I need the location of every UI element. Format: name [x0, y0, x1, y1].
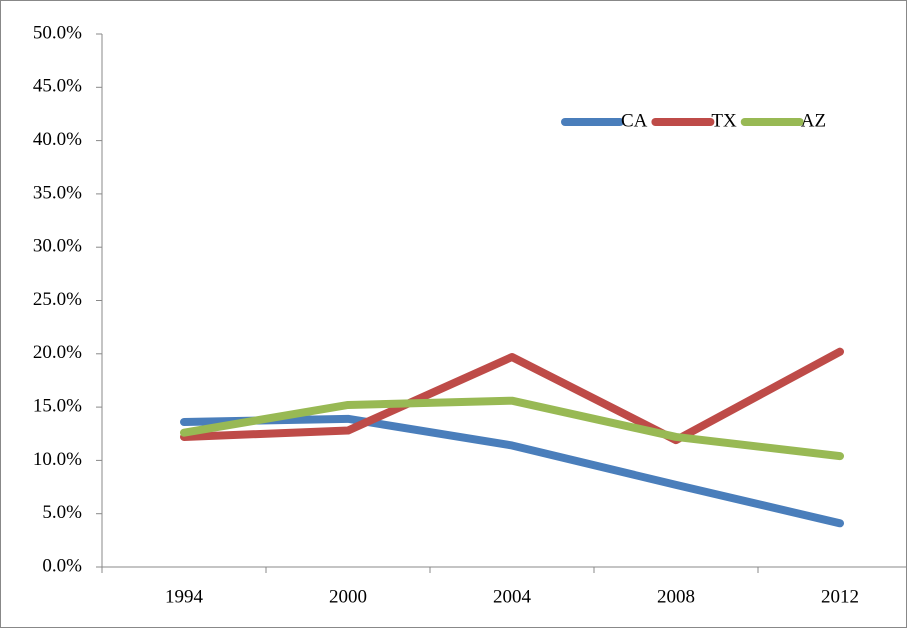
line-series [180, 414, 844, 528]
y-tick-label: 40.0% [33, 129, 82, 150]
y-tick-label: 30.0% [33, 236, 82, 257]
y-tick-label: 0.0% [42, 555, 82, 576]
y-tick-label: 20.0% [33, 342, 82, 363]
x-tick-label: 2012 [821, 586, 859, 607]
y-tick-label: 50.0% [33, 22, 82, 43]
line-series [180, 396, 844, 461]
x-tick-label: 2004 [493, 586, 532, 607]
y-tick-label: 10.0% [33, 449, 82, 470]
y-tick-label: 25.0% [33, 289, 82, 310]
y-tick-label: 35.0% [33, 182, 82, 203]
x-tick-label: 1994 [165, 586, 204, 607]
y-tick-label: 5.0% [42, 502, 82, 523]
y-tick-label: 15.0% [33, 395, 82, 416]
legend-label: AZ [801, 110, 826, 131]
x-tick-label: 2008 [657, 586, 695, 607]
x-tick-label: 2000 [329, 586, 367, 607]
line-series [180, 347, 844, 445]
y-tick-label: 45.0% [33, 76, 82, 97]
legend-label: TX [711, 110, 737, 131]
legend-label: CA [621, 110, 648, 131]
